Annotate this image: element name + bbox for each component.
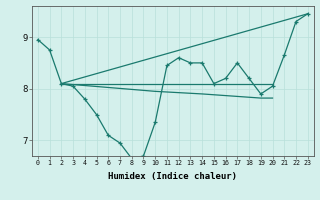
X-axis label: Humidex (Indice chaleur): Humidex (Indice chaleur)	[108, 172, 237, 181]
